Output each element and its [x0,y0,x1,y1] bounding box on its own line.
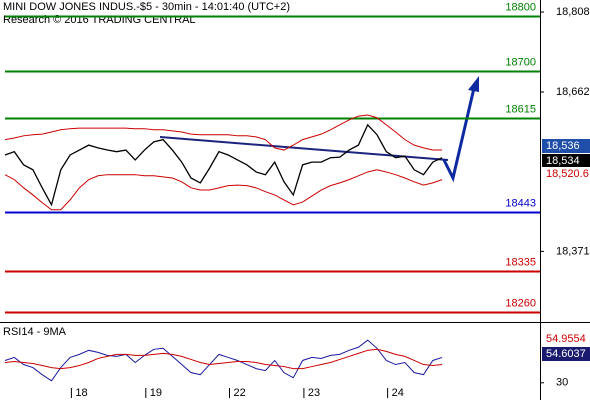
arrow-head [468,76,479,92]
level-label: 18335 [505,256,536,268]
last-value-box [542,347,590,361]
series-line [4,123,443,207]
level-label: 18443 [505,197,536,209]
last-value-label: 54.9554 [546,333,586,345]
last-value-box [542,154,590,168]
rsi-title: RSI14 - 9MA [3,326,67,338]
last-value-label: 54.6037 [546,348,586,360]
last-value-box [542,167,590,181]
x-tick-label: 24 [392,387,404,399]
y-tick-label: 30 [556,377,568,389]
level-label: 18700 [505,56,536,68]
series-line [4,348,443,370]
last-value-label: 18,534 [546,155,580,167]
trend-line [159,136,449,161]
series-line [4,339,443,382]
last-value-label: 18,520.6 [546,168,589,180]
x-tick-label: 22 [234,387,246,399]
series-line [4,114,443,151]
level-label: 18260 [505,297,536,309]
y-tick-label: 18,808 [556,6,590,18]
last-value-box [542,139,590,153]
last-value-label: 18,536 [546,140,580,152]
series-line [4,169,443,211]
x-tick-label: 19 [150,387,162,399]
y-tick-label: 18,371 [556,245,590,257]
x-tick-label: 23 [308,387,320,399]
chart-title: MINI DOW JONES INDUS.-$5 - 30min - 14:01… [3,1,290,13]
last-value-box [542,332,590,346]
y-tick-label: 18,662 [556,86,590,98]
level-label: 18800 [505,1,536,13]
x-tick-label: 18 [75,387,87,399]
level-label: 18615 [505,103,536,115]
